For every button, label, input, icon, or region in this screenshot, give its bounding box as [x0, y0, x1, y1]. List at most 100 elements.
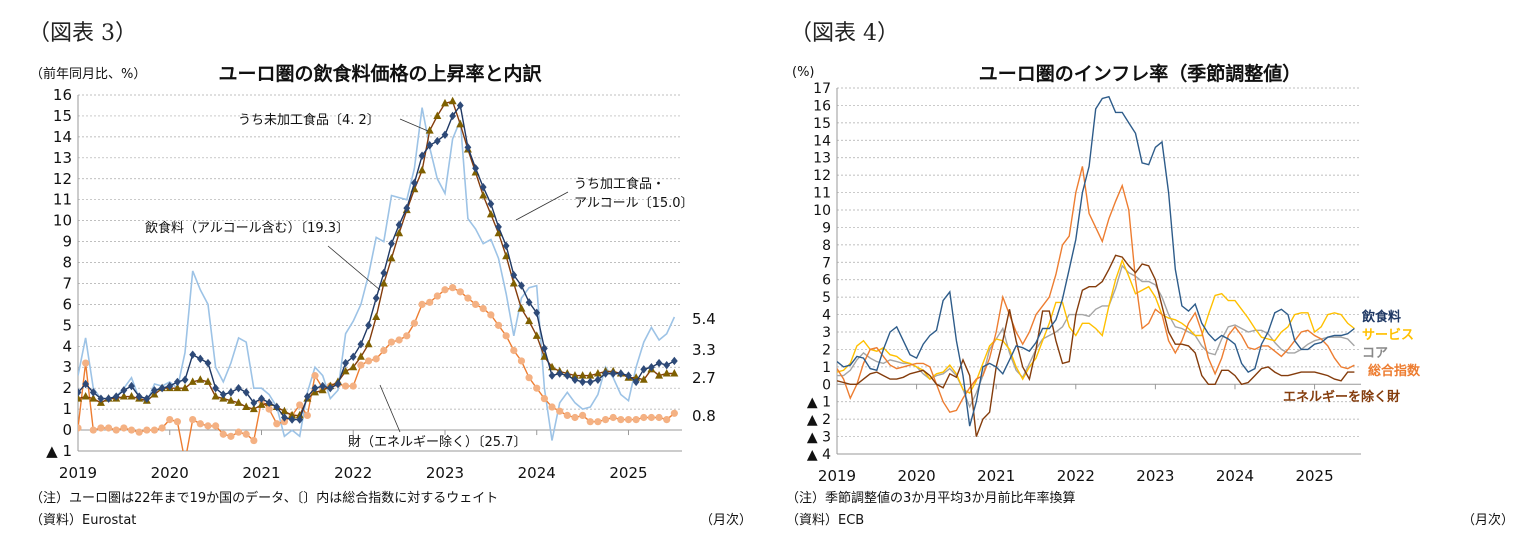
data-point-diamond: [655, 358, 663, 368]
data-point-circle: [78, 424, 82, 432]
data-point-diamond: [319, 381, 327, 391]
y-tick-label: 10: [813, 203, 831, 219]
series-group: [78, 96, 679, 451]
data-point-diamond: [670, 356, 678, 366]
data-point-circle: [143, 426, 151, 434]
data-point-diamond: [548, 371, 556, 380]
data-point-circle: [624, 415, 633, 424]
x-tick-label: 2024: [1216, 467, 1254, 485]
data-point-triangle: [119, 392, 128, 400]
data-point-diamond: [510, 270, 518, 280]
x-tick-label: 2025: [609, 464, 647, 482]
y-tick-label: ▲ 1: [46, 442, 72, 460]
data-point-diamond: [296, 415, 304, 424]
data-point-circle: [594, 418, 602, 426]
data-point-circle: [640, 413, 648, 422]
chart4-title: ユーロ圏のインフレ率（季節調整値）: [979, 62, 1301, 85]
y-tick-label: 11: [813, 186, 831, 202]
data-point-diamond: [151, 386, 158, 395]
data-point-diamond: [105, 394, 112, 403]
y-tick-label: 1: [62, 400, 72, 418]
data-point-triangle: [578, 371, 587, 379]
data-point-diamond: [540, 344, 548, 353]
y-tick-label: 16: [813, 98, 831, 114]
x-tick-label: 2023: [426, 464, 464, 482]
series-group: [837, 95, 1355, 437]
y-tick-label: 15: [53, 107, 72, 125]
data-point-triangle: [203, 377, 212, 385]
end-label-processed: 2.7: [692, 369, 716, 387]
data-point-triangle: [234, 398, 243, 406]
x-tick-label: 2020: [898, 467, 936, 485]
data-point-circle: [540, 395, 548, 403]
y-tick-label: 1: [822, 360, 831, 376]
data-point-diamond: [166, 381, 174, 391]
data-point-triangle: [89, 394, 98, 402]
data-point-triangle: [662, 369, 671, 377]
data-point-triangle: [181, 383, 190, 392]
data-point-circle: [234, 428, 243, 436]
data-point-triangle: [349, 362, 358, 371]
data-point-triangle: [173, 383, 182, 392]
data-point-triangle: [418, 165, 427, 174]
data-point-circle: [655, 413, 663, 422]
y-tick-label: 12: [813, 168, 831, 184]
y-tick-label: 4: [62, 337, 72, 355]
data-point-diamond: [617, 369, 625, 378]
data-point-circle: [426, 298, 434, 306]
data-point-circle: [341, 382, 350, 390]
data-point-diamond: [158, 383, 166, 393]
data-point-triangle: [502, 251, 511, 260]
y-tick-label: 9: [822, 220, 831, 236]
data-point-triangle: [81, 392, 90, 400]
y-tick-label: 12: [53, 170, 72, 188]
data-point-diamond: [648, 363, 655, 372]
end-label-unprocessed: 5.4: [692, 310, 716, 328]
y-tick-label: 7: [822, 255, 831, 271]
y-tick-label: ▲ 4: [807, 447, 831, 463]
data-point-triangle: [78, 394, 82, 402]
data-point-circle: [380, 346, 388, 355]
data-point-circle: [97, 424, 105, 432]
data-point-diamond: [135, 392, 143, 401]
data-point-circle: [441, 286, 449, 294]
data-point-circle: [296, 401, 304, 409]
data-point-diamond: [173, 377, 181, 387]
data-point-diamond: [82, 379, 90, 389]
data-point-diamond: [78, 388, 82, 397]
data-point-circle: [212, 422, 220, 430]
data-point-circle: [510, 346, 518, 355]
data-point-circle: [586, 418, 594, 426]
data-point-triangle: [639, 375, 648, 383]
data-point-circle: [135, 428, 143, 436]
data-point-diamond: [495, 222, 502, 232]
data-point-circle: [357, 361, 365, 369]
data-point-circle: [127, 426, 136, 434]
x-tick-label: 2022: [1057, 467, 1095, 485]
x-tick-label: 2024: [518, 464, 556, 482]
data-point-circle: [104, 424, 113, 432]
data-point-circle: [487, 311, 495, 319]
data-point-circle: [204, 422, 212, 430]
data-point-triangle: [517, 304, 526, 312]
chart4-freq: （月次）: [1462, 512, 1514, 528]
data-point-diamond: [418, 151, 426, 160]
data-point-circle: [273, 420, 281, 428]
data-point-diamond: [212, 383, 220, 393]
data-point-circle: [82, 359, 90, 367]
chart4-unit: (%): [792, 65, 815, 80]
data-point-circle: [456, 288, 464, 296]
data-point-diamond: [311, 383, 319, 393]
data-point-triangle: [242, 402, 251, 411]
data-point-diamond: [120, 386, 128, 395]
data-point-triangle: [586, 371, 595, 379]
chart3-unit: （前年同月比、%）: [30, 66, 146, 82]
data-point-diamond: [181, 375, 189, 384]
data-point-circle: [433, 292, 441, 300]
y-tick-label: 17: [813, 81, 831, 97]
data-point-circle: [189, 415, 197, 424]
data-point-diamond: [357, 340, 365, 349]
data-point-triangle: [249, 404, 258, 413]
y-tick-label: 4: [822, 308, 831, 324]
data-point-diamond: [89, 388, 97, 397]
